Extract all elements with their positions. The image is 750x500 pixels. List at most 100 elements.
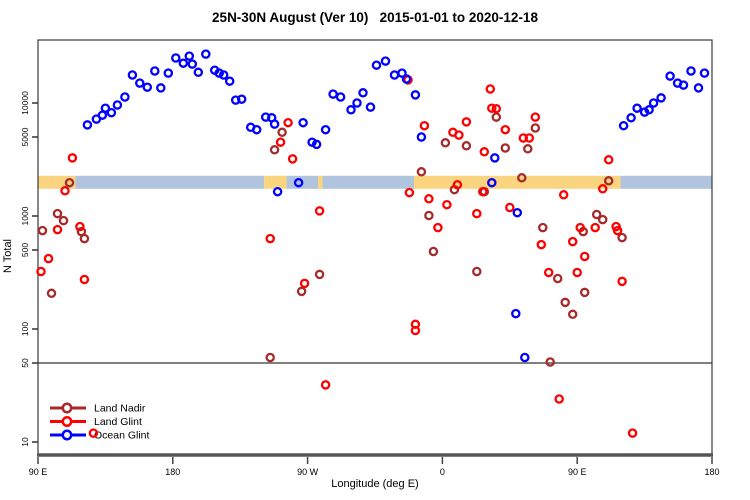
point-ocean-glint xyxy=(389,70,400,80)
point-land-glint xyxy=(524,133,535,143)
point-ocean-glint xyxy=(632,103,642,113)
point-ocean-glint xyxy=(626,113,636,123)
point-ocean-glint xyxy=(100,103,111,113)
point-ocean-glint xyxy=(293,177,304,188)
point-ocean-glint xyxy=(251,124,262,135)
y-tick-label: 5000 xyxy=(20,127,30,146)
surface-band-ocean xyxy=(75,175,265,189)
point-ocean-glint xyxy=(187,59,198,69)
x-tick-label: 180 xyxy=(165,467,180,477)
point-land-nadir xyxy=(64,177,75,188)
x-tick-label: 90 W xyxy=(297,467,319,477)
point-land-glint xyxy=(283,117,293,128)
point-ocean-glint xyxy=(236,94,247,104)
point-land-nadir xyxy=(567,309,578,320)
point-ocean-glint xyxy=(487,177,497,188)
point-land-nadir xyxy=(597,214,608,225)
point-ocean-glint xyxy=(352,98,362,108)
point-ocean-glint xyxy=(184,51,195,61)
point-ocean-glint xyxy=(511,308,521,319)
point-land-nadir xyxy=(265,352,275,363)
point-land-glint xyxy=(79,274,90,285)
point-ocean-glint xyxy=(678,80,689,90)
point-ocean-glint xyxy=(272,186,283,197)
point-ocean-glint xyxy=(699,68,710,78)
point-land-nadir xyxy=(296,286,307,297)
point-land-nadir xyxy=(560,297,570,308)
point-ocean-glint xyxy=(201,49,211,59)
point-land-nadir xyxy=(500,143,511,153)
point-land-nadir xyxy=(58,215,69,226)
point-ocean-glint xyxy=(397,68,407,78)
point-land-nadir xyxy=(314,269,325,280)
point-ocean-glint xyxy=(120,92,130,102)
point-ocean-glint xyxy=(82,120,93,130)
point-ocean-glint xyxy=(193,67,204,78)
point-land-nadir xyxy=(37,225,48,236)
point-land-glint xyxy=(575,222,585,233)
point-land-glint xyxy=(442,199,452,210)
point-ocean-glint xyxy=(693,83,704,93)
point-land-glint xyxy=(479,147,490,157)
point-ocean-glint xyxy=(371,60,382,70)
legend-label-land-nadir: Land Nadir xyxy=(94,403,146,415)
x-axis-label: Longitude (deg E) xyxy=(331,478,419,490)
point-land-glint xyxy=(543,267,554,278)
point-ocean-glint xyxy=(178,58,189,68)
point-land-nadir xyxy=(79,233,90,244)
surface-band-land xyxy=(318,175,323,189)
point-land-glint xyxy=(597,184,608,194)
point-ocean-glint xyxy=(380,56,391,66)
point-ocean-glint xyxy=(135,78,145,88)
point-ocean-glint xyxy=(269,119,280,129)
point-land-glint xyxy=(452,180,463,190)
point-land-nadir xyxy=(440,138,451,148)
point-ocean-glint xyxy=(106,107,117,118)
point-land-nadir xyxy=(491,112,502,122)
point-ocean-glint xyxy=(686,66,696,76)
point-land-glint xyxy=(627,428,638,438)
point-ocean-glint xyxy=(127,70,138,80)
point-ocean-glint xyxy=(320,124,331,135)
point-land-glint xyxy=(404,187,415,198)
point-land-nadir xyxy=(579,287,590,298)
point-land-nadir xyxy=(46,288,57,299)
series-land-glint xyxy=(36,75,638,438)
point-ocean-glint xyxy=(410,90,421,100)
point-land-glint xyxy=(88,428,99,438)
point-ocean-glint xyxy=(665,71,675,81)
point-land-glint xyxy=(461,117,472,127)
x-tick-label: 180 xyxy=(704,467,719,477)
point-land-glint xyxy=(60,186,70,196)
point-land-nadir xyxy=(552,273,563,284)
point-land-glint xyxy=(505,202,515,213)
point-land-nadir xyxy=(530,123,541,133)
point-land-nadir xyxy=(538,222,548,233)
point-land-nadir xyxy=(591,209,602,220)
point-land-nadir xyxy=(428,246,439,257)
y-tick-label: 100 xyxy=(20,322,30,336)
point-land-glint xyxy=(419,120,430,131)
point-ocean-glint xyxy=(520,352,530,363)
point-land-glint xyxy=(433,222,443,233)
point-ocean-glint xyxy=(328,89,338,99)
point-ocean-glint xyxy=(311,139,322,150)
y-tick-label: 500 xyxy=(20,243,30,257)
point-ocean-glint xyxy=(401,74,412,84)
point-ocean-glint xyxy=(656,93,666,103)
point-land-glint xyxy=(454,130,464,140)
point-land-glint xyxy=(491,103,502,114)
point-land-glint xyxy=(518,133,529,143)
point-ocean-glint xyxy=(512,207,523,218)
point-ocean-glint xyxy=(298,117,308,128)
point-ocean-glint xyxy=(171,53,181,63)
point-land-glint xyxy=(579,251,590,262)
point-ocean-glint xyxy=(163,68,174,78)
x-tick-label: 90 E xyxy=(568,467,587,477)
point-land-nadir xyxy=(472,266,482,277)
y-tick-label: 10 xyxy=(20,437,30,447)
point-land-nadir xyxy=(52,208,63,219)
point-land-glint xyxy=(487,103,497,113)
point-land-nadir xyxy=(277,127,287,138)
y-tick-label: 1000 xyxy=(20,206,30,225)
